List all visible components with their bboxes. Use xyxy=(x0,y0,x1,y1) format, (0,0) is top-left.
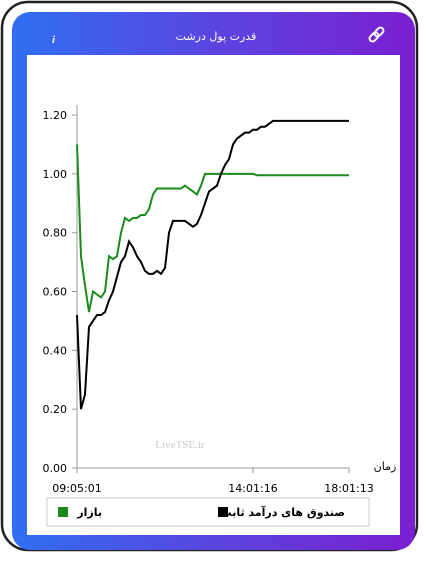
x-tick-label: 09:05:01 xyxy=(52,482,101,495)
x-axis-label: زمان xyxy=(374,460,397,473)
x-tick-label: 14:01:16 xyxy=(228,482,277,495)
legend xyxy=(46,497,370,527)
chart-panel xyxy=(27,55,400,535)
legend-label: صندوق های درآمد ثابت xyxy=(221,505,345,519)
y-tick-label: 1.20 xyxy=(43,109,68,122)
y-tick-label: 0.40 xyxy=(43,344,68,357)
legend-swatch xyxy=(58,507,68,517)
legend-label: بازار xyxy=(76,506,102,519)
series-line xyxy=(76,119,349,410)
watermark: LiveTSE.ir xyxy=(155,439,205,451)
y-tick-label: 0.00 xyxy=(43,462,68,475)
title: قدرت پول درشت xyxy=(176,30,257,43)
series-line xyxy=(76,144,349,313)
info-icon[interactable]: i xyxy=(52,34,56,46)
link-icon[interactable] xyxy=(368,26,385,43)
y-tick-label: 1.00 xyxy=(43,168,68,181)
y-tick-label: 0.20 xyxy=(43,403,68,416)
x-tick-label: 18:01:13 xyxy=(324,482,373,495)
y-tick-label: 0.80 xyxy=(43,227,68,240)
legend-swatch xyxy=(218,507,228,517)
y-tick-label: 0.60 xyxy=(43,286,68,299)
